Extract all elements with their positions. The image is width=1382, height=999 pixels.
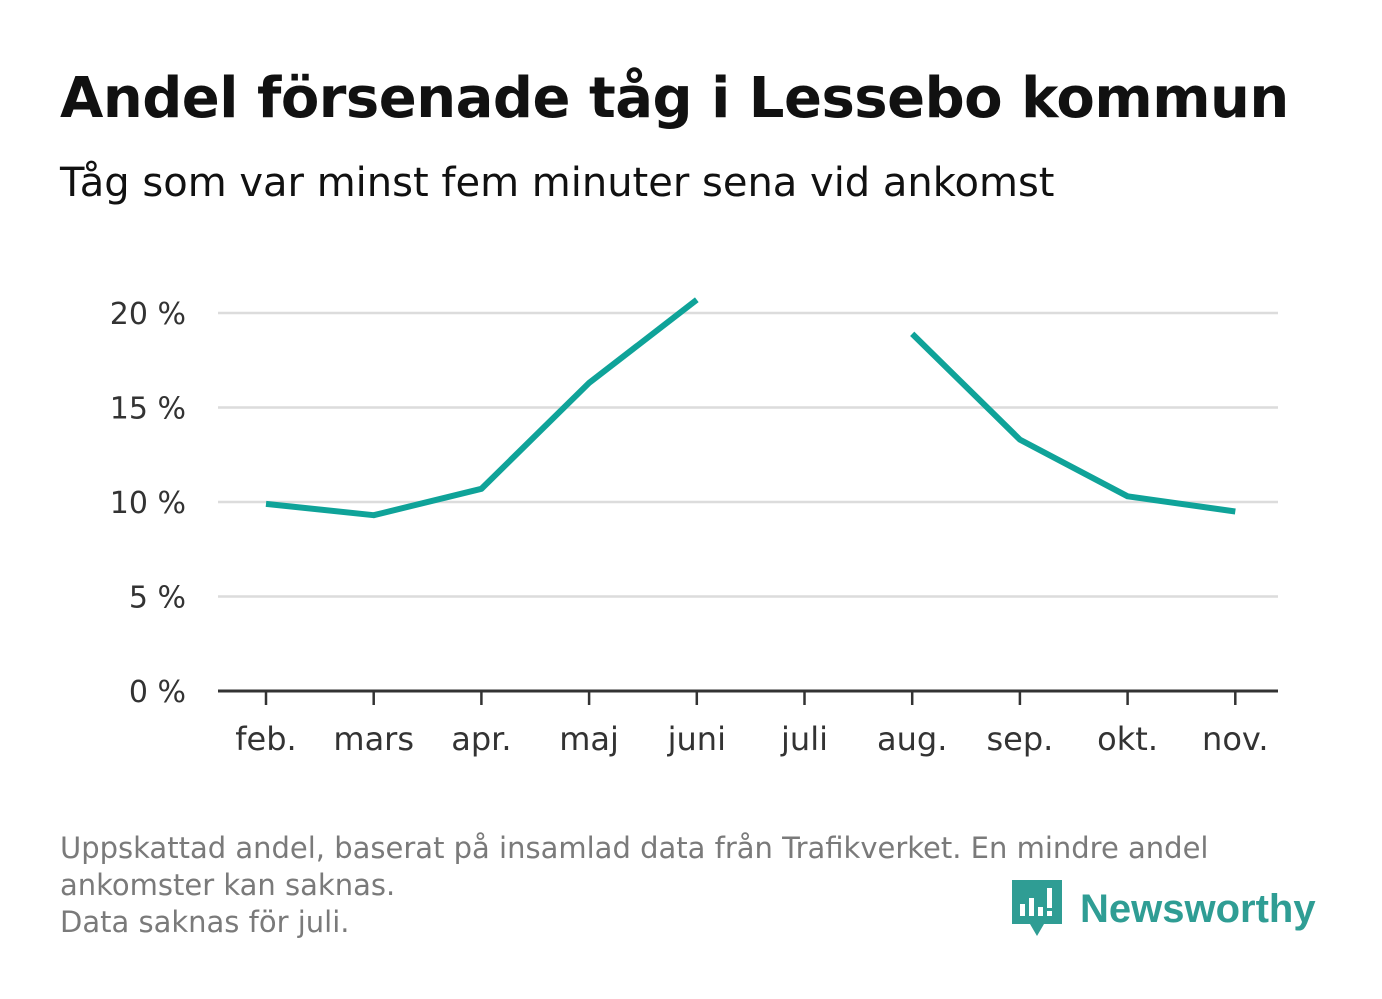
y-tick-label: 5 % xyxy=(129,581,186,616)
y-tick-label: 10 % xyxy=(110,486,186,521)
x-tick-label: maj xyxy=(559,720,619,758)
brand-name: Newsworthy xyxy=(1080,886,1316,931)
x-tick-label: nov. xyxy=(1202,720,1268,758)
series-lines xyxy=(265,297,1236,519)
y-tick-label: 0 % xyxy=(129,675,186,710)
x-axis xyxy=(218,689,1278,705)
chart-title: Andel försenade tåg i Lessebo kommun xyxy=(60,66,1289,131)
x-tick-labels: feb. mars apr. maj juni juli aug. sep. okt. nov. xyxy=(235,720,1268,758)
gridlines xyxy=(218,311,1278,598)
x-tick-label: apr. xyxy=(451,720,511,758)
y-tick-label: 15 % xyxy=(110,392,186,427)
y-tick-label: 20 % xyxy=(110,297,186,332)
bar-chart-speech-bubble-icon xyxy=(1012,880,1062,936)
x-tick-label: sep. xyxy=(986,720,1053,758)
x-tick-label: okt. xyxy=(1097,720,1158,758)
y-tick-labels: 0 % 5 % 10 % 15 % 20 % xyxy=(110,297,186,710)
x-tick-label: juli xyxy=(780,720,828,758)
footnote-line-1: Uppskattad andel, baserat på insamlad da… xyxy=(60,831,1209,865)
footnote-line-2: ankomster kan saknas. xyxy=(60,868,396,902)
chart-subtitle: Tåg som var minst fem minuter sena vid a… xyxy=(60,160,1055,206)
line-chart: 0 % 5 % 10 % 15 % 20 % feb. mars apr. maj juni ju… xyxy=(110,297,1278,758)
footnote-line-3: Data saknas för juli. xyxy=(60,905,350,939)
x-tick-label: feb. xyxy=(235,720,296,758)
series-line-segment xyxy=(910,331,1236,515)
x-tick-label: juni xyxy=(667,720,726,758)
footnote: Uppskattad andel, baserat på insamlad da… xyxy=(60,830,1320,941)
x-tick-label: aug. xyxy=(877,720,947,758)
series-line-segment xyxy=(265,297,699,519)
x-tick-label: mars xyxy=(333,720,414,758)
brand-logo: Newsworthy xyxy=(1012,880,1316,938)
